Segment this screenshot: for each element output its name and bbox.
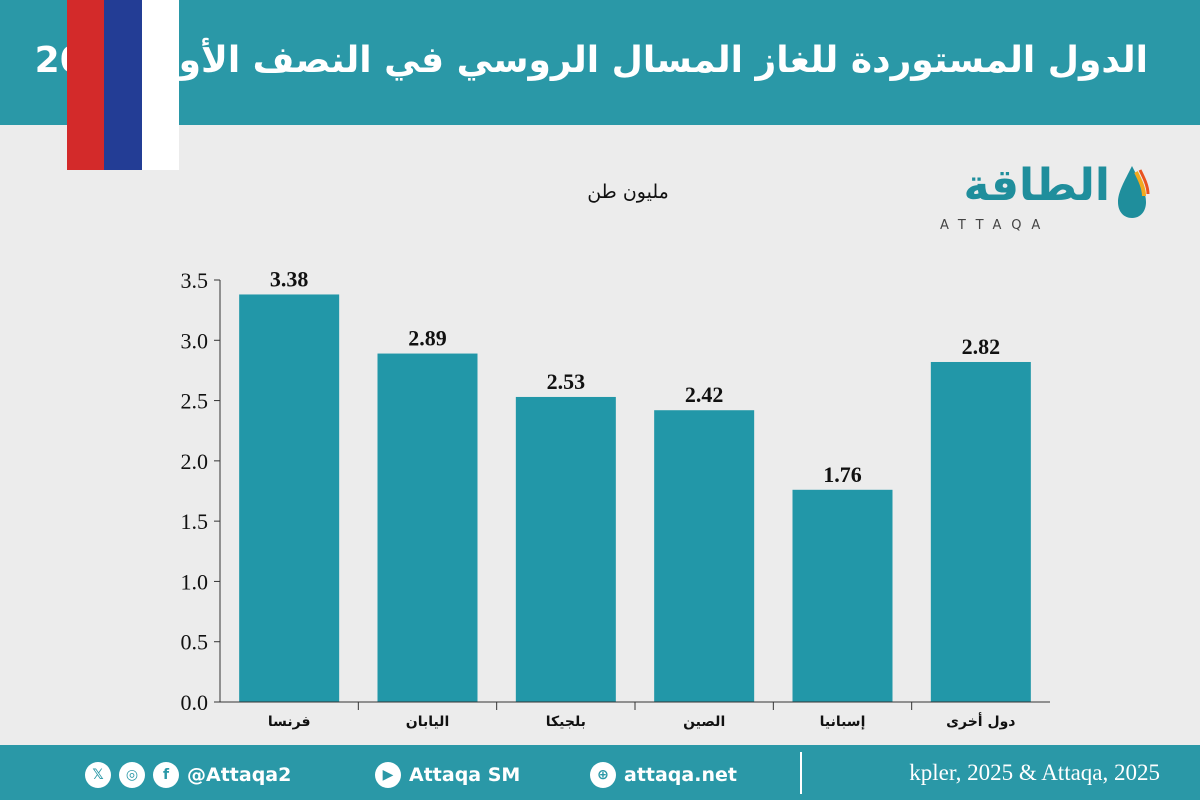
x-tick-label: اليابان bbox=[406, 714, 450, 730]
data-label: 2.53 bbox=[547, 369, 586, 394]
y-tick-label: 0.0 bbox=[181, 690, 209, 715]
y-tick-label: 0.5 bbox=[181, 630, 209, 655]
data-label: 1.76 bbox=[823, 462, 862, 487]
youtube-name: Attaqa SM bbox=[409, 764, 521, 786]
x-tick-label: بلجيكا bbox=[546, 714, 586, 730]
drop-icon bbox=[1118, 166, 1150, 218]
bar bbox=[377, 353, 478, 702]
bars-group: 3.38 2.89 2.53 2.42 1.76 2.82 bbox=[239, 266, 1031, 702]
data-label: 2.42 bbox=[685, 382, 724, 407]
y-tick-label: 3.0 bbox=[181, 328, 209, 353]
bar bbox=[792, 489, 893, 702]
attaqa-logo: الطاقة ATTAQA bbox=[935, 160, 1155, 240]
instagram-icon[interactable]: ◎ bbox=[119, 762, 145, 788]
bar bbox=[654, 410, 755, 702]
footer-divider bbox=[800, 752, 802, 794]
y-tick-label: 2.5 bbox=[181, 389, 209, 414]
y-axis: 0.0 0.5 1.0 1.5 2.0 2.5 3.0 3.5 bbox=[181, 268, 221, 715]
russia-flag bbox=[67, 0, 179, 170]
x-tick-label: دول أخرى bbox=[946, 712, 1015, 730]
y-tick-label: 1.5 bbox=[181, 509, 209, 534]
logo-text: الطاقة bbox=[963, 160, 1110, 211]
website-url: attaqa.net bbox=[624, 764, 737, 786]
logo-subtext: ATTAQA bbox=[940, 218, 1051, 233]
bar-chart: مليون طن 0.0 0.5 1.0 1.5 2.0 2.5 3.0 3.5 3.38 2.… bbox=[181, 181, 1050, 730]
y-tick-label: 3.5 bbox=[181, 268, 209, 293]
x-icon[interactable]: 𝕏 bbox=[85, 762, 111, 788]
data-label: 2.89 bbox=[408, 326, 447, 351]
facebook-icon[interactable]: f bbox=[153, 762, 179, 788]
x-tick-label: فرنسا bbox=[268, 714, 311, 730]
x-tick-label: الصين bbox=[683, 714, 725, 730]
youtube-link[interactable]: ▶ Attaqa SM bbox=[375, 762, 520, 788]
social-handle[interactable]: @Attaqa2 bbox=[187, 764, 292, 786]
header-bar bbox=[0, 0, 1200, 125]
globe-icon: ⊕ bbox=[590, 762, 616, 788]
bar bbox=[239, 294, 340, 702]
flag-stripe-red bbox=[67, 0, 105, 170]
x-tick-label: إسبانيا bbox=[820, 714, 866, 730]
x-axis: فرنسا اليابان بلجيكا الصين إسبانيا دول أخرى bbox=[220, 701, 1050, 730]
flag-stripe-white bbox=[141, 0, 179, 170]
social-links: 𝕏 ◎ f @Attaqa2 bbox=[85, 762, 291, 788]
data-label: 2.82 bbox=[962, 334, 1001, 359]
flag-stripe-blue bbox=[104, 0, 142, 170]
website-link[interactable]: ⊕ attaqa.net bbox=[590, 762, 737, 788]
unit-label: مليون طن bbox=[587, 181, 669, 203]
y-tick-label: 1.0 bbox=[181, 569, 209, 594]
source-text: kpler, 2025 & Attaqa, 2025 bbox=[909, 760, 1160, 785]
bar bbox=[515, 396, 616, 702]
y-tick-label: 2.0 bbox=[181, 449, 209, 474]
data-label: 3.38 bbox=[270, 266, 309, 291]
bar bbox=[930, 361, 1031, 702]
youtube-icon: ▶ bbox=[375, 762, 401, 788]
